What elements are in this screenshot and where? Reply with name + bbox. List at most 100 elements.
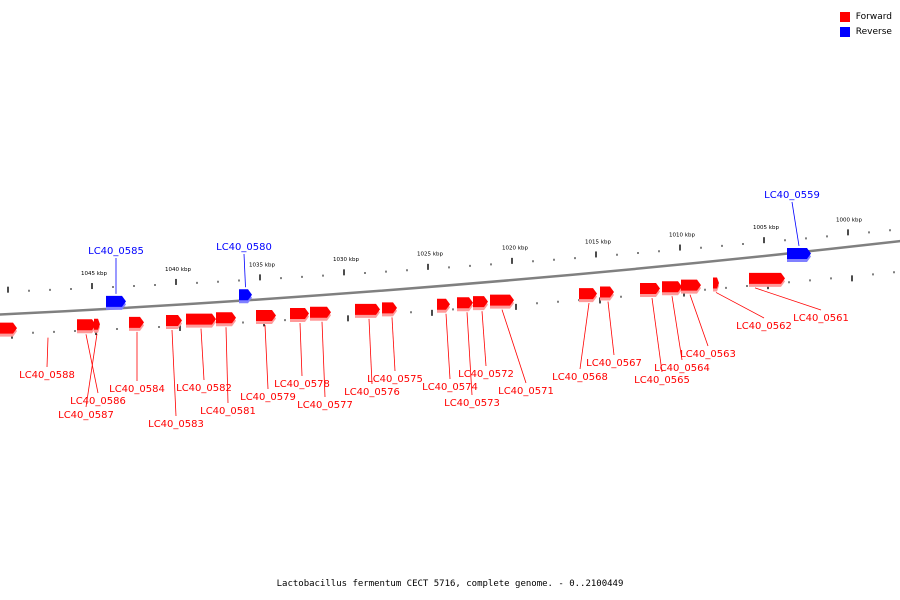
outer-tick-marks (7, 229, 891, 293)
gene-label: LC40_0563 (680, 349, 736, 360)
gene-arrow (490, 294, 514, 306)
gene-arrow (382, 302, 397, 314)
gene-arrow (600, 286, 614, 298)
gene-label: LC40_0585 (88, 246, 144, 257)
gene-arrow (713, 277, 719, 289)
gene-label: LC40_0561 (793, 313, 849, 324)
gene-label: LC40_0583 (148, 419, 204, 430)
scale-label: 1020 kbp (502, 246, 528, 252)
gene-arrow (0, 322, 17, 334)
gene-leader-line (481, 311, 487, 367)
gene-arrow (256, 310, 276, 322)
gene-leader-line (754, 287, 822, 311)
gene-arrow (355, 303, 380, 315)
gene-label: LC40_0565 (634, 375, 690, 386)
gene-arrow (457, 297, 473, 309)
gene-label: LC40_0582 (176, 383, 232, 394)
scale-label: 1010 kbp (669, 232, 695, 238)
gene-label: LC40_0559 (764, 190, 820, 201)
genome-backbone (0, 239, 900, 316)
gene-leader-line (85, 333, 98, 408)
gene-arrow (579, 288, 597, 300)
gene-arrow (640, 283, 660, 295)
genome-caption: Lactobacillus fermentum CECT 5716, compl… (276, 579, 624, 589)
scale-label: 1000 kbp (836, 217, 862, 223)
gene-arrow (749, 272, 785, 284)
gene-arrow (787, 247, 811, 259)
gene-leader-line (171, 330, 177, 417)
gene-arrow (290, 308, 309, 320)
gene-label: LC40_0571 (498, 386, 554, 397)
gene-leader-line (85, 334, 99, 394)
gene-leader-line (689, 294, 709, 347)
gene-leader-line (264, 325, 269, 390)
gene-leader-line (391, 317, 396, 372)
reverse-swatch (839, 26, 850, 37)
gene-leader-line (579, 303, 590, 370)
legend-forward-label: Forward (855, 11, 892, 22)
gene-label: LC40_0562 (736, 321, 792, 332)
gene-label: LC40_0568 (552, 372, 608, 383)
gene-arrow (77, 319, 96, 331)
gene-leader-line (445, 313, 451, 380)
scale-labels: 1045 kbp 1040 kbp 1035 kbp 1030 kbp 1025 kbp… (81, 217, 862, 277)
gene-label: LC40_0578 (274, 379, 330, 390)
gene-label: LC40_0574 (422, 382, 478, 393)
gene-arrow (129, 316, 144, 328)
gene-arrow (662, 281, 682, 293)
gene-arrow (166, 315, 182, 327)
legend-reverse: Reverse (839, 24, 892, 39)
gene-leader-line (466, 312, 473, 396)
gene-label: LC40_0567 (586, 358, 642, 369)
gene-label: LC40_0575 (367, 374, 423, 385)
gene-label: LC40_0576 (344, 387, 400, 398)
gene-leader-line (46, 337, 49, 368)
gene-arrow (681, 279, 701, 291)
gene-arrow (186, 313, 216, 325)
gene-leader-line (299, 323, 303, 377)
gene-arrow (106, 295, 126, 307)
scale-label: 1030 kbp (333, 257, 359, 263)
gene-arrow (239, 289, 252, 301)
legend: Forward Reverse (839, 9, 892, 39)
gene-leader-line (651, 298, 663, 373)
gene-labels: LC40_0585 LC40_0580 LC40_0559 LC40_0588 LC40… (19, 190, 849, 430)
gene-label: LC40_0580 (216, 242, 272, 253)
forward-swatch (839, 11, 850, 22)
gene-label: LC40_0587 (58, 410, 114, 421)
gene-leader-line (368, 318, 373, 385)
gene-label: LC40_0586 (70, 396, 126, 407)
gene-leader-line (225, 327, 229, 404)
gene-label: LC40_0573 (444, 398, 500, 409)
scale-label: 1045 kbp (81, 271, 107, 277)
gene-features (0, 247, 811, 337)
scale-label: 1040 kbp (165, 267, 191, 273)
gene-arrow (216, 312, 236, 324)
gene-leader-line (715, 292, 765, 319)
gene-leader-line (200, 328, 205, 381)
scale-label: 1035 kbp (249, 262, 275, 268)
gene-arrow (437, 298, 450, 310)
gene-leader-line (671, 296, 683, 361)
gene-leader-line (501, 309, 527, 384)
gene-leader-line (791, 201, 800, 247)
gene-label: LC40_0564 (654, 363, 710, 374)
gene-label: LC40_0579 (240, 392, 296, 403)
gene-label: LC40_0577 (297, 400, 353, 411)
gene-label: LC40_0584 (109, 384, 165, 395)
scale-label: 1005 kbp (753, 225, 779, 231)
legend-forward: Forward (839, 9, 892, 24)
gene-label: LC40_0581 (200, 406, 256, 417)
legend-reverse-label: Reverse (855, 26, 892, 37)
gene-arrow (310, 306, 331, 318)
gene-label: LC40_0588 (19, 370, 75, 381)
gene-leader-line (243, 253, 246, 288)
gene-leader-line (321, 321, 326, 398)
gene-leader-line (607, 301, 615, 356)
scale-label: 1015 kbp (585, 239, 611, 245)
gene-arrow (94, 318, 100, 330)
gene-arrow (473, 296, 488, 308)
scale-label: 1025 kbp (417, 252, 443, 258)
gene-label: LC40_0572 (458, 369, 514, 380)
